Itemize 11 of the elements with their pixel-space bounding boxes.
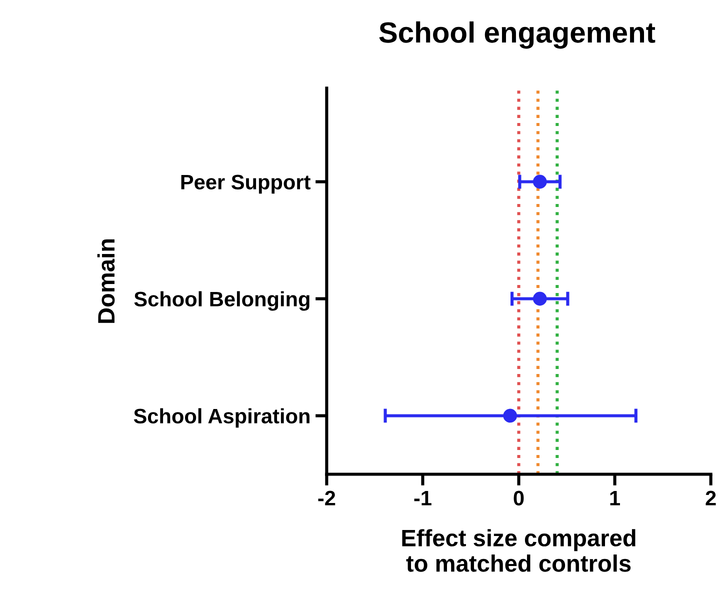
x-tick-label: 0 xyxy=(514,490,524,506)
x-tick-label: 1 xyxy=(610,490,620,506)
y-tick-label: Peer Support xyxy=(181,174,310,194)
y-tick-label: School Belonging xyxy=(134,291,310,311)
chart-title: School engagement xyxy=(379,21,656,49)
x-tick-label: 2 xyxy=(706,490,716,506)
x-tick-label: -1 xyxy=(414,490,432,506)
x-tick-label: -2 xyxy=(318,490,336,506)
y-axis-title: Domain xyxy=(97,239,115,323)
x-axis-title: Effect size compared to matched controls xyxy=(402,529,636,572)
y-tick-label: School Aspiration xyxy=(134,408,310,428)
